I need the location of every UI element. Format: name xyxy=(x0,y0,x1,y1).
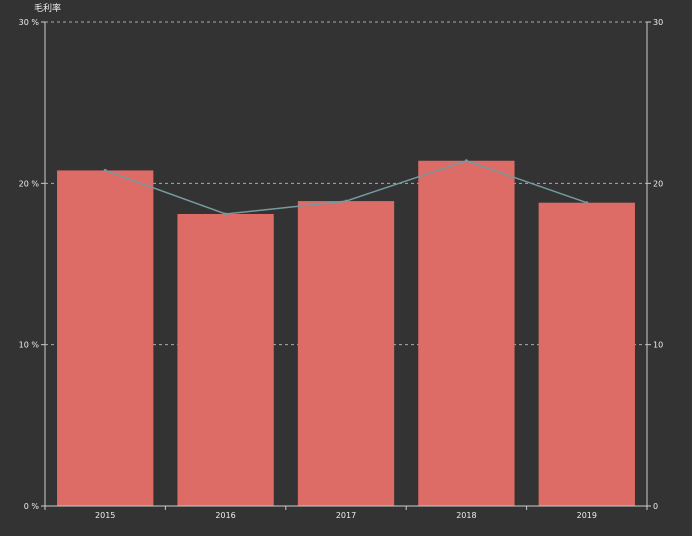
axes: 0 % 10 % 20 % 30 % 0 10 20 30 2015 2016 2017 2018 20… xyxy=(19,18,664,520)
bar-2019 xyxy=(538,202,635,506)
y-right-tick-label: 0 xyxy=(653,502,658,511)
line-point-2016 xyxy=(224,212,228,216)
y-left-tick-label: 30 % xyxy=(19,18,40,27)
y-axis-title: 毛利率 xyxy=(34,2,61,14)
line-series xyxy=(103,159,589,216)
y-left-tick-label: 0 % xyxy=(24,502,40,511)
bar-2015 xyxy=(57,170,154,506)
line-point-2017 xyxy=(344,199,348,203)
y-right-tick-label: 20 xyxy=(653,179,663,188)
x-tick-label: 2016 xyxy=(215,511,235,520)
line-point-2015 xyxy=(103,168,107,172)
y-left-tick-label: 10 % xyxy=(19,341,40,350)
bar-2017 xyxy=(297,201,395,506)
x-tick-label: 2019 xyxy=(577,511,597,520)
y-right-tick-label: 30 xyxy=(653,18,663,27)
x-tick-label: 2017 xyxy=(336,511,356,520)
y-right-tick-label: 10 xyxy=(653,341,663,350)
y-left-tick-label: 20 % xyxy=(19,179,40,188)
x-tick-label: 2015 xyxy=(95,511,115,520)
bar-series xyxy=(57,160,635,506)
bar-2018 xyxy=(418,160,515,506)
line-point-2018 xyxy=(464,159,468,163)
x-tick-label: 2018 xyxy=(456,511,476,520)
bar-2016 xyxy=(177,213,274,506)
line-point-2019 xyxy=(585,201,589,205)
